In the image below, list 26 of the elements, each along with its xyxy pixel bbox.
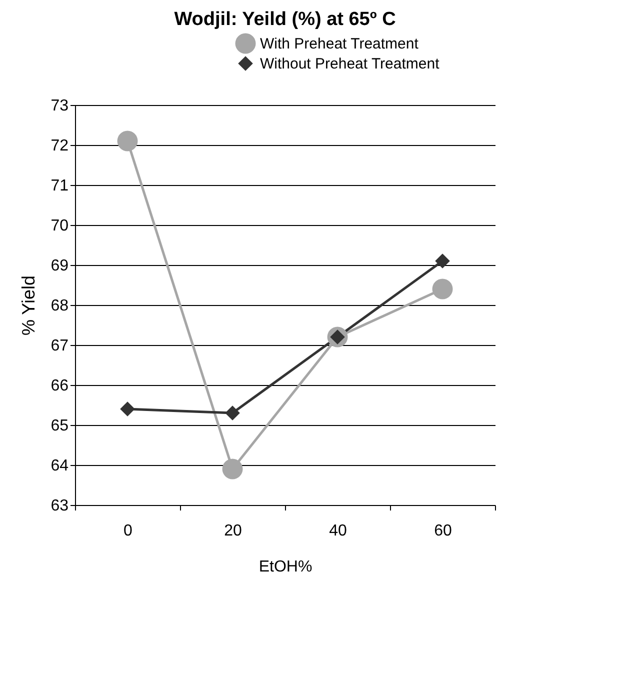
y-tick-label: 65 — [50, 418, 69, 434]
y-tick-label: 63 — [50, 498, 69, 514]
point — [120, 402, 135, 416]
y-tick-label: 73 — [50, 98, 69, 114]
x-tick-label: 0 — [124, 522, 133, 540]
y-axis-title: % Yield — [18, 275, 39, 336]
legend-label: Without Preheat Treatment — [260, 56, 440, 72]
x-tick-label: 40 — [329, 522, 347, 540]
x-tick-label: 20 — [224, 522, 242, 540]
point — [225, 406, 240, 420]
point — [432, 278, 453, 300]
y-tick-label: 71 — [50, 178, 69, 194]
y-tick-label: 72 — [50, 138, 69, 154]
point — [117, 130, 138, 152]
y-tick-label: 64 — [50, 458, 69, 474]
y-tick-label: 69 — [50, 258, 69, 274]
chart-title: Wodjil: Yeild (%) at 65º C — [174, 9, 396, 30]
y-tick-label: 70 — [50, 218, 69, 234]
x-tick-label: 60 — [434, 522, 452, 540]
x-axis-title: EtOH% — [258, 558, 312, 576]
y-tick-label: 67 — [50, 338, 69, 354]
y-tick-label: 68 — [50, 298, 69, 314]
point — [435, 254, 450, 268]
y-tick-label: 66 — [50, 378, 69, 394]
legend-label: With Preheat Treatment — [260, 36, 420, 52]
point — [222, 458, 243, 480]
